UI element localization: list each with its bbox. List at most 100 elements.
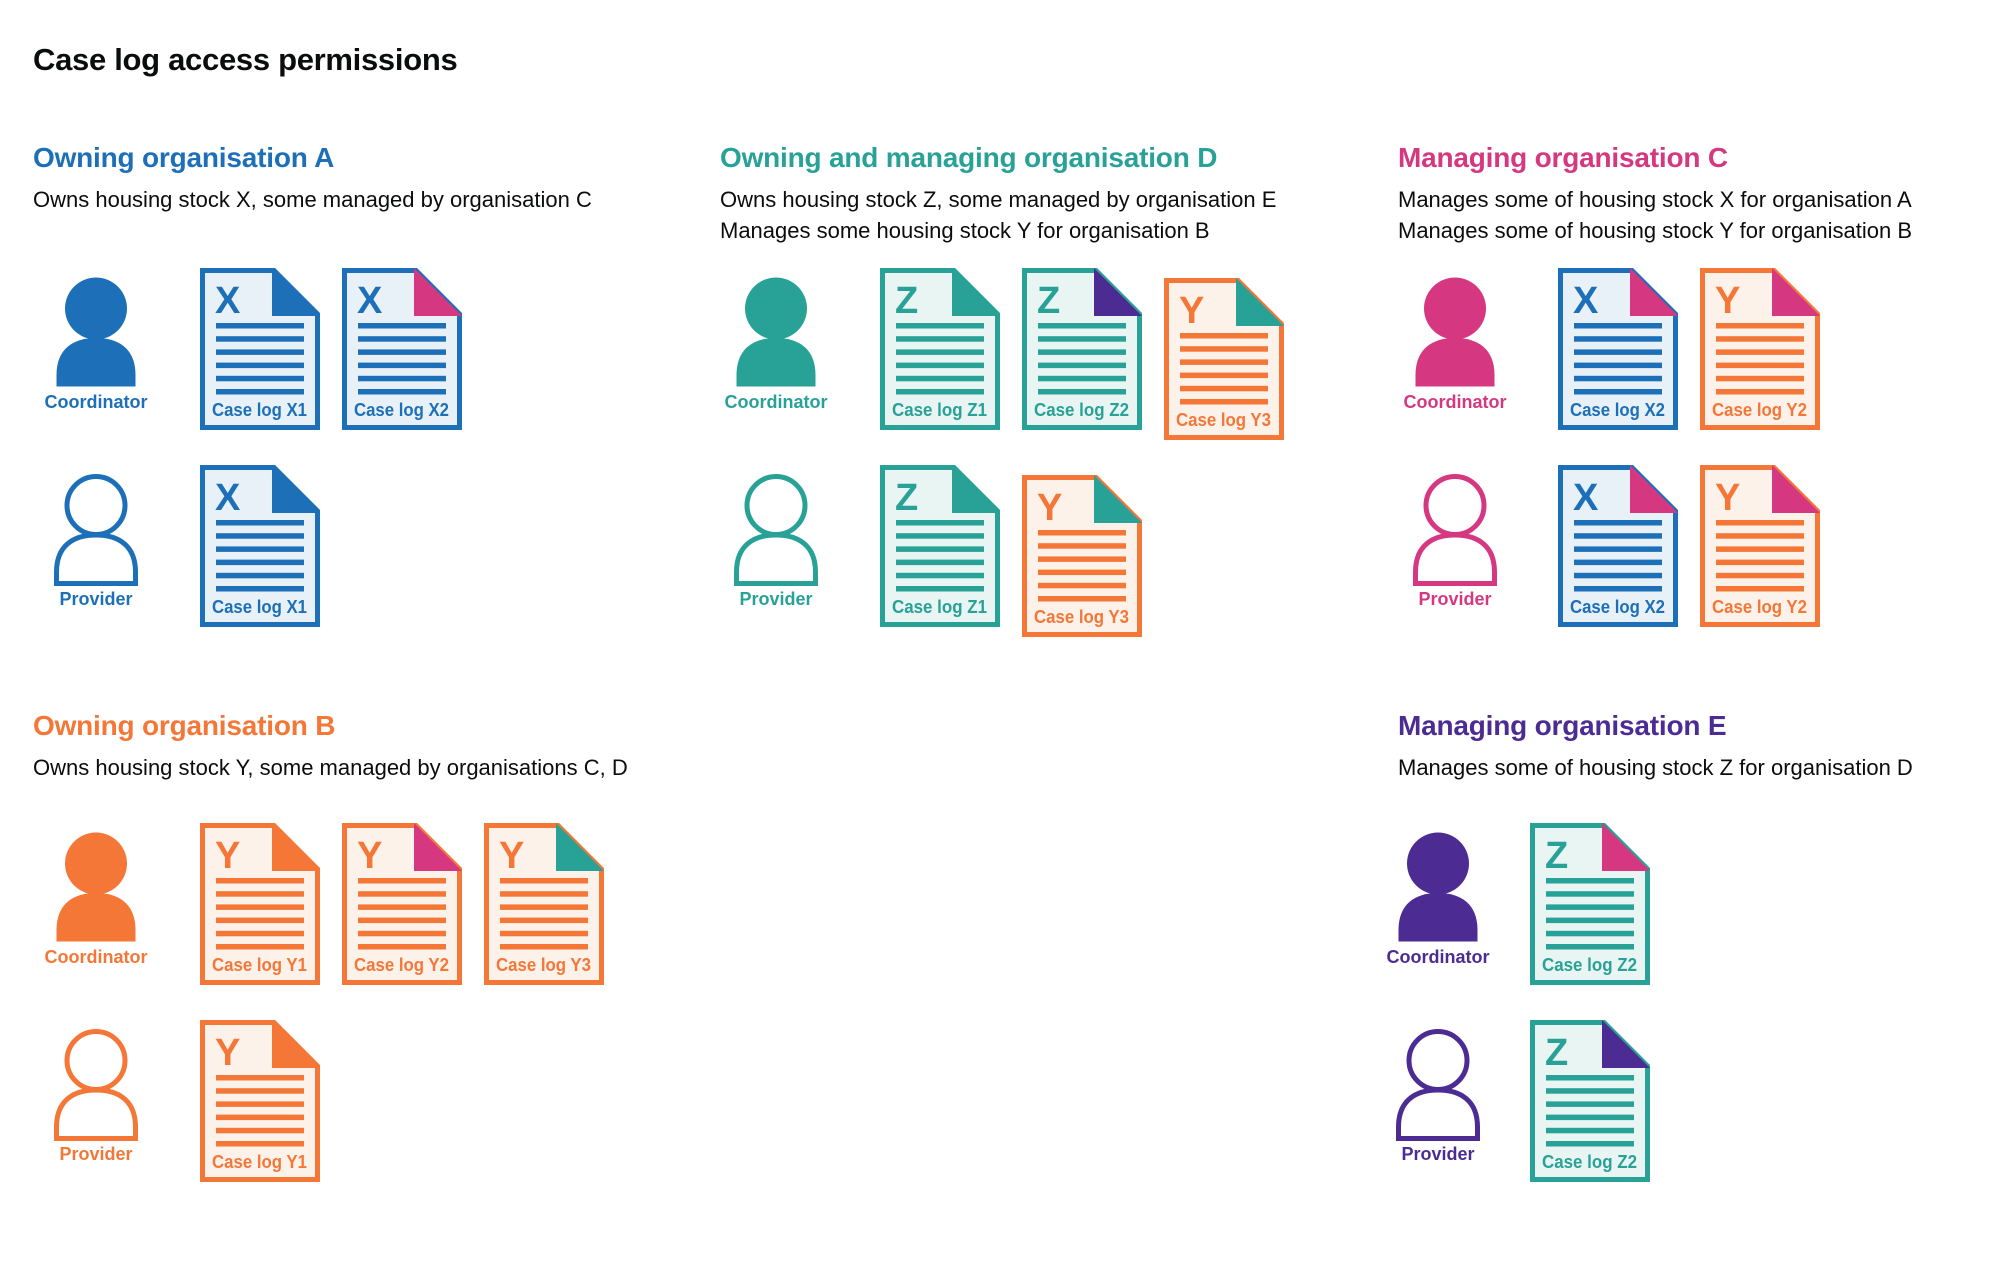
- document-label: Case log X1: [212, 400, 307, 420]
- document-label: Case log X1: [212, 597, 307, 617]
- document-label: Case log Z2: [1034, 400, 1129, 420]
- role-label: Provider: [59, 589, 133, 609]
- document-fold-icon: [952, 465, 1000, 513]
- document-fold-icon: [1772, 465, 1820, 513]
- document-label: Case log Z1: [892, 400, 987, 420]
- document-letter: Z: [1037, 280, 1060, 322]
- person-body: [56, 338, 136, 387]
- person-body: [56, 893, 136, 942]
- document-letter: Z: [1545, 1032, 1568, 1074]
- document-text-lines: [500, 878, 588, 950]
- person-body: [734, 532, 818, 586]
- document-label: Case log Z2: [1542, 955, 1637, 975]
- document-letter: Z: [895, 280, 918, 322]
- role-label: Coordinator: [44, 947, 148, 967]
- document-text-lines: [1546, 1075, 1634, 1147]
- document-letter: Z: [1545, 835, 1568, 877]
- case-log-document: X Case log X1: [200, 268, 320, 430]
- coordinator-person-icon: [56, 277, 136, 387]
- person-head: [65, 277, 127, 340]
- page-title: Case log access permissions: [33, 42, 458, 77]
- provider-person-icon: [1396, 1029, 1480, 1141]
- case-log-document: Y Case log Y3: [1164, 278, 1284, 440]
- case-log-document: Z Case log Z2: [1530, 823, 1650, 985]
- document-letter: Y: [499, 835, 524, 877]
- section-description-line: Owns housing stock Z, some managed by or…: [720, 187, 1277, 212]
- document-label: Case log Y2: [354, 955, 449, 975]
- document-text-lines: [1716, 520, 1804, 592]
- document-letter: Y: [215, 835, 240, 877]
- role-label: Provider: [1401, 1144, 1475, 1164]
- case-log-document: Z Case log Z2: [1022, 268, 1142, 430]
- role-label: Coordinator: [44, 392, 148, 412]
- document-label: Case log X2: [1570, 597, 1665, 617]
- document-label: Case log Z2: [1542, 1152, 1637, 1172]
- role-label: Coordinator: [1403, 392, 1507, 412]
- document-label: Case log Y2: [1712, 597, 1807, 617]
- document-letter: X: [215, 477, 241, 519]
- document-letter: X: [1573, 280, 1599, 322]
- person-body: [54, 1087, 138, 1141]
- document-text-lines: [1546, 878, 1634, 950]
- document-fold-icon: [1630, 268, 1678, 316]
- document-text-lines: [1574, 323, 1662, 395]
- document-fold-icon: [1094, 268, 1142, 316]
- document-text-lines: [216, 520, 304, 592]
- role-label: Coordinator: [1386, 947, 1490, 967]
- document-text-lines: [358, 323, 446, 395]
- document-letter: X: [357, 280, 383, 322]
- person-body: [736, 338, 816, 387]
- case-log-document: X Case log X2: [1558, 465, 1678, 627]
- document-fold-icon: [1602, 1020, 1650, 1068]
- case-log-document: Z Case log Z2: [1530, 1020, 1650, 1182]
- section-description-line: Manages some of housing stock X for orga…: [1398, 187, 1912, 212]
- document-fold-icon: [272, 823, 320, 871]
- document-fold-icon: [1236, 278, 1284, 326]
- document-fold-icon: [1772, 268, 1820, 316]
- document-text-lines: [216, 878, 304, 950]
- coordinator-person-icon: [56, 832, 136, 942]
- section-description-line: Owns housing stock X, some managed by or…: [33, 187, 592, 212]
- document-letter: Y: [1715, 280, 1740, 322]
- document-fold-icon: [556, 823, 604, 871]
- document-label: Case log Y3: [1034, 607, 1129, 627]
- document-text-lines: [1716, 323, 1804, 395]
- document-label: Case log X2: [1570, 400, 1665, 420]
- section-description-line: Manages some housing stock Y for organis…: [720, 218, 1210, 243]
- document-fold-icon: [414, 823, 462, 871]
- document-fold-icon: [272, 1020, 320, 1068]
- document-text-lines: [216, 1075, 304, 1147]
- provider-person-icon: [54, 1029, 138, 1141]
- case-log-document: Y Case log Y2: [1700, 268, 1820, 430]
- case-log-document: Y Case log Y3: [484, 823, 604, 985]
- document-text-lines: [216, 323, 304, 395]
- document-letter: X: [1573, 477, 1599, 519]
- section-heading: Managing organisation E: [1398, 710, 1727, 741]
- person-body: [1396, 1087, 1480, 1141]
- document-fold-icon: [272, 465, 320, 513]
- case-log-document: Y Case log Y1: [200, 1020, 320, 1182]
- document-text-lines: [1574, 520, 1662, 592]
- document-fold-icon: [414, 268, 462, 316]
- document-label: Case log Y3: [1176, 410, 1271, 430]
- document-text-lines: [896, 323, 984, 395]
- case-log-document: Z Case log Z1: [880, 268, 1000, 430]
- document-text-lines: [896, 520, 984, 592]
- document-letter: Y: [1715, 477, 1740, 519]
- section-heading: Owning and managing organisation D: [720, 142, 1218, 173]
- person-head: [64, 474, 128, 537]
- section-description-line: Owns housing stock Y, some managed by or…: [33, 755, 628, 780]
- provider-person-icon: [734, 474, 818, 586]
- person-head: [65, 832, 127, 895]
- person-head: [1424, 277, 1486, 340]
- document-text-lines: [358, 878, 446, 950]
- document-label: Case log Y1: [212, 955, 307, 975]
- person-body: [1413, 532, 1497, 586]
- person-head: [744, 474, 808, 537]
- section-heading: Owning organisation B: [33, 710, 336, 741]
- document-fold-icon: [952, 268, 1000, 316]
- person-body: [1415, 338, 1495, 387]
- document-fold-icon: [1094, 475, 1142, 523]
- case-log-document: Y Case log Y2: [342, 823, 462, 985]
- document-label: Case log Y3: [496, 955, 591, 975]
